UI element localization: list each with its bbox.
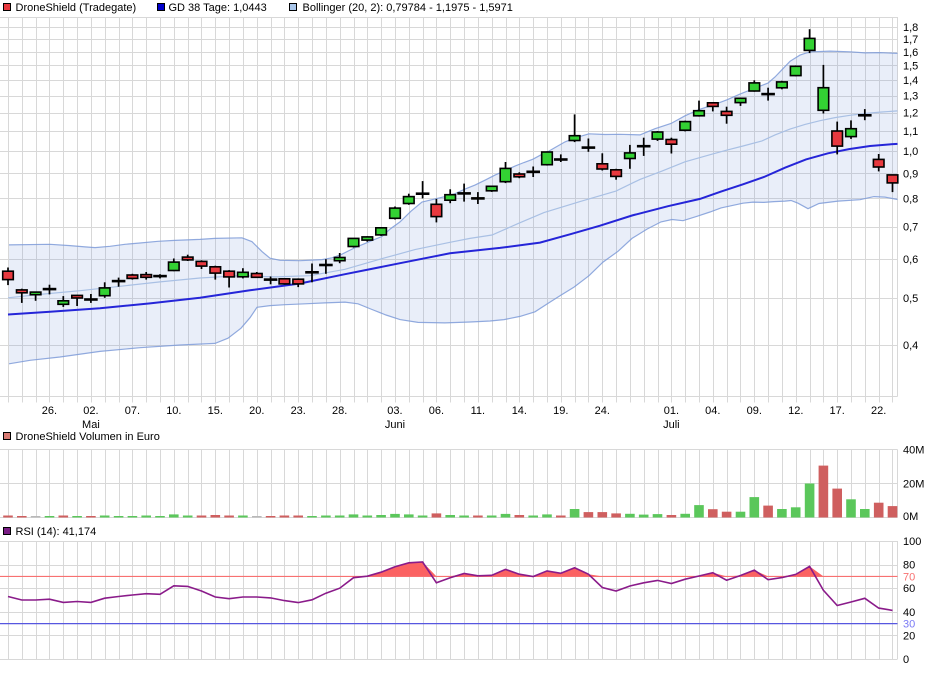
svg-text:06.: 06.	[429, 405, 444, 417]
svg-text:Mai: Mai	[82, 419, 100, 431]
svg-text:09.: 09.	[747, 405, 762, 417]
svg-text:30: 30	[903, 619, 915, 631]
svg-text:DroneShield (Tradegate): DroneShield (Tradegate)	[16, 2, 137, 14]
svg-text:15.: 15.	[208, 405, 223, 417]
svg-text:02.: 02.	[83, 405, 98, 417]
svg-text:100: 100	[903, 536, 921, 548]
svg-text:04.: 04.	[705, 405, 720, 417]
svg-text:28.: 28.	[332, 405, 347, 417]
svg-text:20M: 20M	[903, 479, 924, 491]
svg-text:40M: 40M	[903, 445, 924, 457]
svg-text:0,4: 0,4	[903, 340, 918, 352]
svg-text:1,7: 1,7	[903, 34, 918, 46]
svg-text:20.: 20.	[249, 405, 264, 417]
svg-text:GD 38 Tage: 1,0443: GD 38 Tage: 1,0443	[169, 2, 267, 14]
svg-text:10.: 10.	[166, 405, 181, 417]
svg-text:Bollinger (20, 2): 0,79784 - 1: Bollinger (20, 2): 0,79784 - 1,1975 - 1,…	[303, 2, 513, 14]
svg-text:1,6: 1,6	[903, 47, 918, 59]
svg-text:0,9: 0,9	[903, 168, 918, 180]
svg-text:70: 70	[903, 571, 915, 583]
svg-text:1,2: 1,2	[903, 108, 918, 120]
svg-text:23.: 23.	[291, 405, 306, 417]
svg-text:DroneShield Volumen in Euro: DroneShield Volumen in Euro	[16, 431, 160, 443]
svg-text:19.: 19.	[553, 405, 568, 417]
svg-text:1,0: 1,0	[903, 146, 918, 158]
svg-text:1,4: 1,4	[903, 75, 918, 87]
svg-text:1,1: 1,1	[903, 126, 918, 138]
svg-text:Juni: Juni	[385, 419, 405, 431]
svg-text:01.: 01.	[664, 405, 679, 417]
svg-text:11.: 11.	[471, 405, 485, 417]
svg-text:80: 80	[903, 560, 915, 572]
svg-text:17.: 17.	[830, 405, 845, 417]
svg-text:22.: 22.	[871, 405, 886, 417]
svg-text:1,8: 1,8	[903, 22, 918, 34]
svg-text:RSI (14): 41,174: RSI (14): 41,174	[16, 526, 97, 538]
svg-text:1,5: 1,5	[903, 60, 918, 72]
svg-text:Juli: Juli	[663, 419, 680, 431]
svg-text:26.: 26.	[42, 405, 57, 417]
svg-text:03.: 03.	[387, 405, 402, 417]
svg-text:0,6: 0,6	[903, 254, 918, 266]
svg-text:20: 20	[903, 630, 915, 642]
svg-text:60: 60	[903, 583, 915, 595]
svg-text:40: 40	[903, 607, 915, 619]
svg-text:0,5: 0,5	[903, 293, 918, 305]
svg-text:0,7: 0,7	[903, 222, 918, 234]
svg-text:1,3: 1,3	[903, 91, 918, 103]
svg-text:12.: 12.	[788, 405, 803, 417]
svg-text:0,8: 0,8	[903, 193, 918, 205]
svg-text:14.: 14.	[512, 405, 527, 417]
svg-text:0M: 0M	[903, 511, 918, 523]
svg-text:07.: 07.	[125, 405, 140, 417]
svg-text:24.: 24.	[595, 405, 610, 417]
svg-text:0: 0	[903, 654, 909, 666]
